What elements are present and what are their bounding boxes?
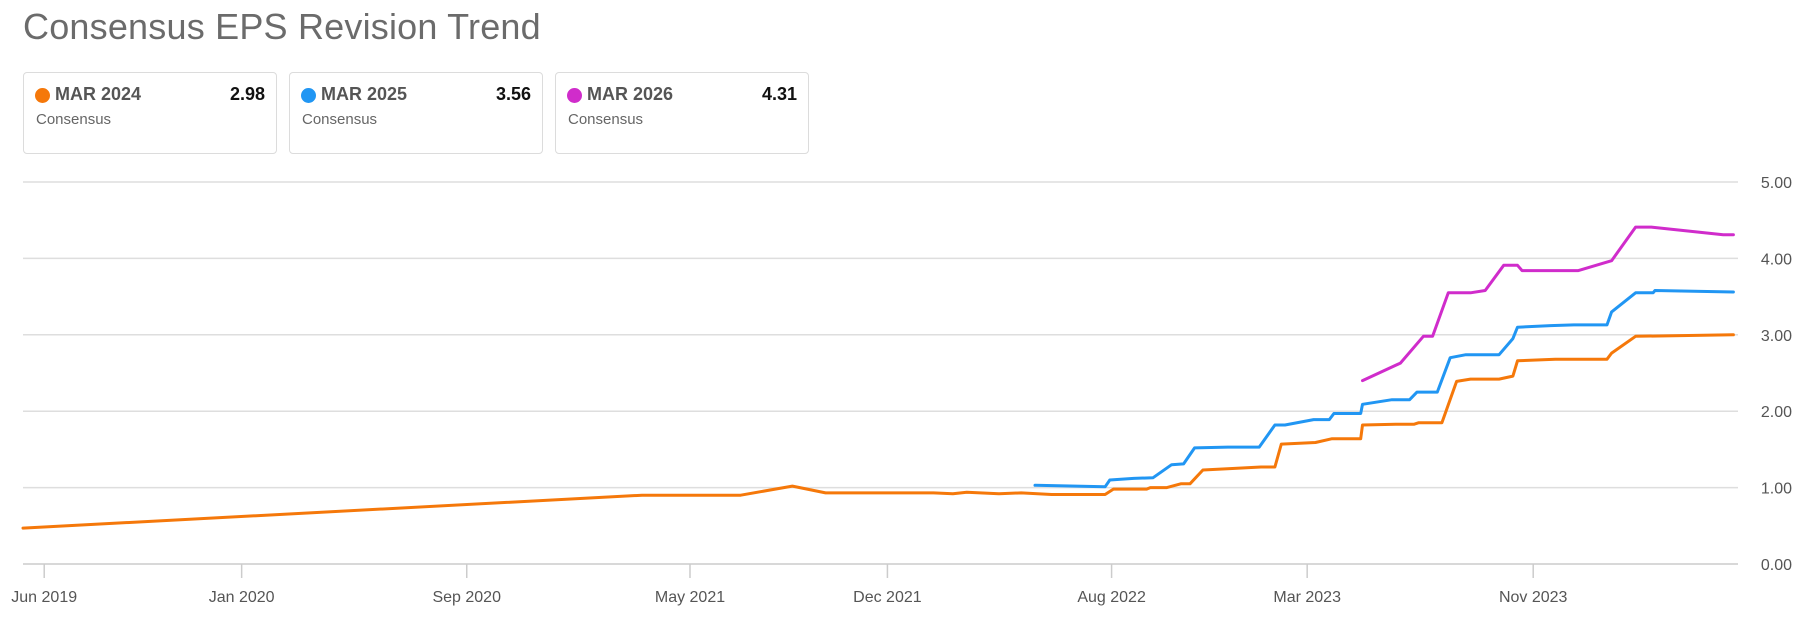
y-tick-label: 3.00	[1761, 328, 1792, 345]
x-tick-label: Jun 2019	[11, 589, 77, 606]
chart-title: Consensus EPS Revision Trend	[23, 6, 541, 47]
series-subtitle: Consensus	[36, 111, 112, 128]
x-tick-label: Dec 2021	[853, 589, 922, 606]
grid-lines	[23, 181, 1738, 565]
series-name: MAR 2024	[55, 84, 142, 104]
legend-card-mar-2026[interactable]: MAR 2026 4.31 Consensus	[555, 72, 809, 154]
legend-cards: MAR 2024 2.98 Consensus MAR 2025 3.56 Co…	[23, 72, 809, 154]
legend-card-mar-2025[interactable]: MAR 2025 3.56 Consensus	[289, 72, 543, 154]
legend-card-mar-2024[interactable]: MAR 2024 2.98 Consensus	[23, 72, 277, 154]
y-axis: 0.00 1.00 2.00 3.00 4.00 5.00	[1761, 175, 1792, 574]
y-tick-label: 4.00	[1761, 251, 1792, 268]
series-lines	[21, 225, 1735, 530]
y-tick-label: 0.00	[1761, 557, 1792, 574]
series-name: MAR 2026	[587, 84, 674, 104]
x-tick-label: Sep 2020	[432, 589, 501, 606]
series-line-mar-2025	[1033, 289, 1735, 489]
y-tick-label: 2.00	[1761, 404, 1792, 421]
y-tick-label: 1.00	[1761, 481, 1792, 498]
x-tick-label: Nov 2023	[1499, 589, 1568, 606]
series-color-dot	[301, 88, 316, 103]
series-color-dot	[567, 88, 582, 103]
series-value: 2.98	[229, 84, 265, 104]
x-axis: Jun 2019 Jan 2020 Sep 2020 May 2021 Dec 2021…	[11, 564, 1568, 606]
series-line-mar-2026	[1361, 225, 1735, 383]
x-tick-label: Aug 2022	[1077, 589, 1146, 606]
series-subtitle: Consensus	[568, 111, 644, 128]
series-subtitle: Consensus	[302, 111, 378, 128]
series-color-dot	[35, 88, 50, 103]
series-line-mar-2024	[21, 333, 1735, 530]
series-name: MAR 2025	[321, 84, 408, 104]
series-value: 3.56	[495, 84, 531, 104]
series-value: 4.31	[761, 84, 797, 104]
y-tick-label: 5.00	[1761, 175, 1792, 192]
x-tick-label: Jan 2020	[209, 589, 275, 606]
x-tick-label: Mar 2023	[1273, 589, 1341, 606]
x-tick-label: May 2021	[655, 589, 725, 606]
